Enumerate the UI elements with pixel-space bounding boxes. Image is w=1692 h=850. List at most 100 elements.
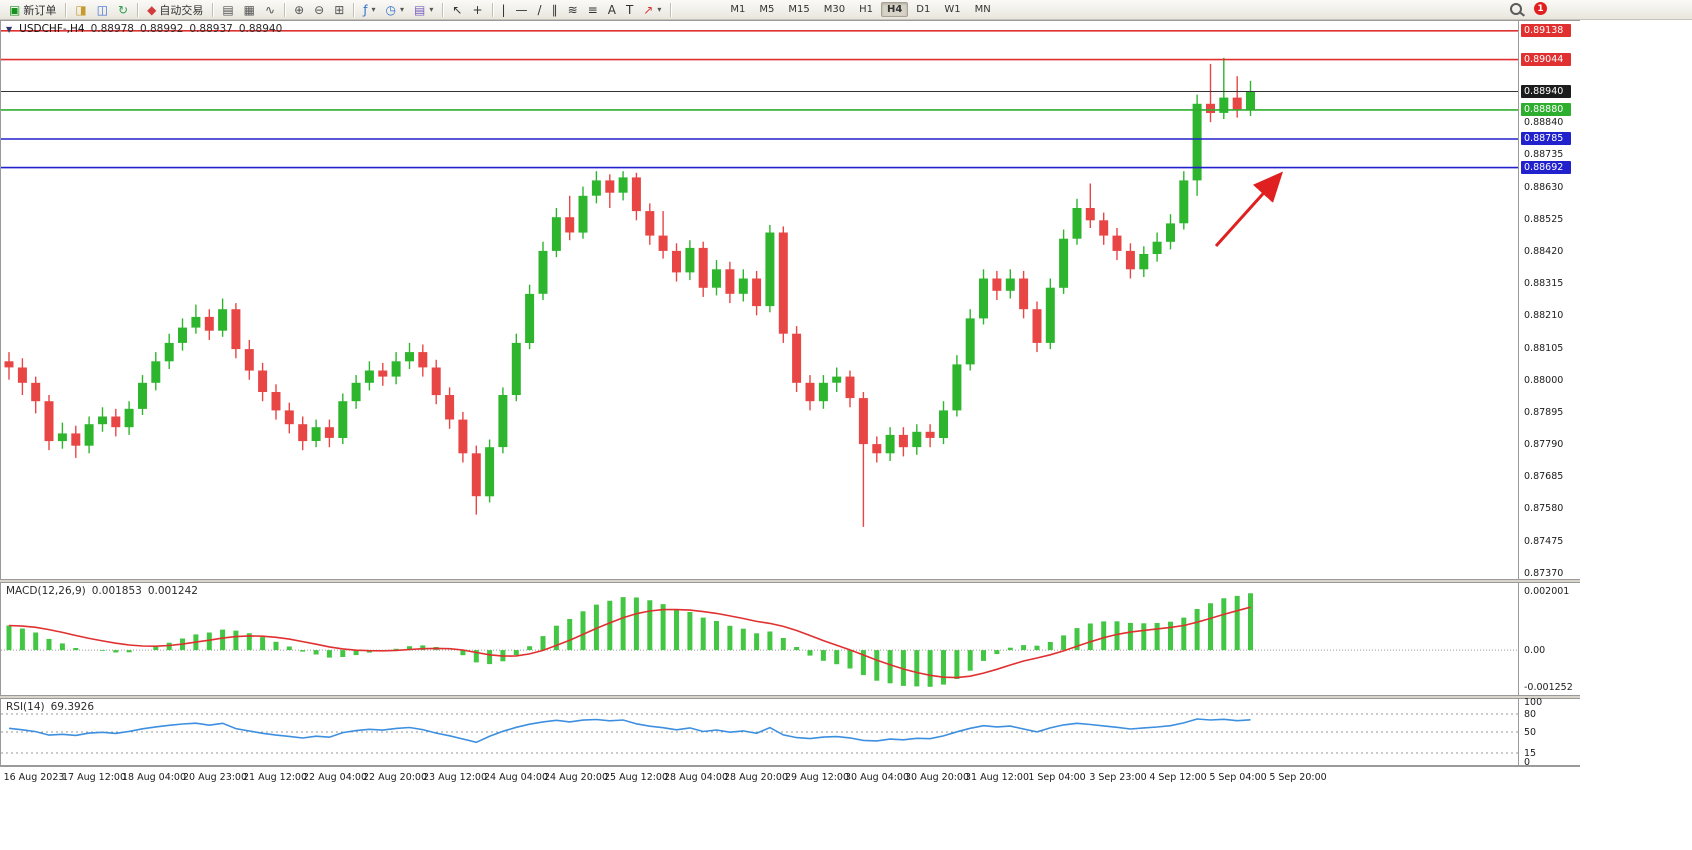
price-axis-label: 0.87580 bbox=[1524, 503, 1564, 514]
line-chart-button[interactable]: ∿ bbox=[261, 0, 279, 19]
chevron-down-icon: ▾ bbox=[400, 5, 405, 14]
time-axis-label: 25 Aug 12:00 bbox=[603, 772, 669, 783]
refresh-icon: ↻ bbox=[118, 2, 129, 17]
time-axis-label: 23 Aug 12:00 bbox=[422, 772, 488, 783]
bar-chart-icon: ▤ bbox=[222, 2, 234, 17]
horizontal-line-icon: — bbox=[515, 2, 528, 17]
timeframe-button-m30[interactable]: M30 bbox=[823, 4, 846, 15]
vertical-line-icon: | bbox=[501, 2, 506, 17]
crosshair-button[interactable]: + bbox=[468, 0, 486, 19]
toolbar-items: ▣ 新订单 ◨ ◫ ↻ ◆ 自动交易 ▤ ▦ ∿ ⊕ ⊖ ⊞ ƒ ▾ ◷ ▾ ▤ ▾ ↖ + | — / ∥ ≋ ≡ A T ↗ ▾ M1 M5… bbox=[4, 0, 998, 19]
macd-main-value: 0.001853 bbox=[91, 585, 142, 597]
tile-windows-button[interactable]: ⊞ bbox=[330, 0, 348, 19]
main-chart-panel: ▼ USDCHF-,H4 0.88978 0.88992 0.88937 0.8… bbox=[0, 20, 1580, 580]
rsi-axis-label: 0 bbox=[1524, 757, 1531, 768]
timeframe-button-h1[interactable]: H1 bbox=[859, 4, 873, 15]
time-axis-label: 24 Aug 20:00 bbox=[543, 772, 609, 783]
panel-splitter-rsi[interactable] bbox=[0, 696, 1580, 698]
indicators-icon: ƒ bbox=[363, 2, 368, 17]
price-level-badge: 0.89138 bbox=[1521, 24, 1571, 37]
new-order-button[interactable]: ▣ 新订单 bbox=[5, 0, 60, 19]
rsi-canvas[interactable] bbox=[1, 699, 1579, 765]
shapes-button[interactable]: ≡ bbox=[584, 0, 602, 19]
panel-splitter-macd[interactable] bbox=[0, 580, 1580, 582]
fibonacci-button[interactable]: ≋ bbox=[564, 0, 582, 19]
toolbar-separator bbox=[137, 2, 139, 17]
toolbar-separator bbox=[212, 2, 214, 17]
zoom-out-button[interactable]: ⊖ bbox=[310, 0, 328, 19]
tile-windows-icon: ⊞ bbox=[334, 2, 345, 17]
text-icon: A bbox=[607, 2, 616, 17]
horizontal-line-button[interactable]: — bbox=[512, 0, 532, 19]
cursor-button[interactable]: ↖ bbox=[448, 0, 466, 19]
indicators-button[interactable]: ƒ ▾ bbox=[359, 0, 379, 19]
macd-axis[interactable]: 0.002001 0.00 -0.001252 bbox=[1518, 583, 1580, 695]
rsi-panel: RSI(14) 69.3926 100 80 50 15 0 bbox=[0, 697, 1580, 768]
zoom-out-icon: ⊖ bbox=[314, 2, 325, 17]
candles-layer bbox=[4, 57, 1255, 527]
fibonacci-icon: ≋ bbox=[567, 2, 578, 17]
timeframe-button-w1[interactable]: W1 bbox=[944, 4, 961, 15]
price-axis[interactable]: 0.88840 0.88735 0.88630 0.88525 0.88420 0.883… bbox=[1518, 21, 1580, 579]
time-axis-label: 16 Aug 2023 bbox=[3, 772, 65, 783]
price-axis-label: 0.87370 bbox=[1524, 568, 1564, 579]
bar-chart-button[interactable]: ▤ bbox=[218, 0, 237, 19]
timeframe-button-m1[interactable]: M1 bbox=[730, 4, 746, 15]
price-axis-label: 0.88525 bbox=[1524, 214, 1564, 225]
channel-button[interactable]: ∥ bbox=[548, 0, 562, 19]
zoom-in-button[interactable]: ⊕ bbox=[290, 0, 308, 19]
data-window-icon: ◫ bbox=[96, 2, 109, 17]
time-axis-label: 18 Aug 04:00 bbox=[121, 772, 187, 783]
macd-axis-label: 0.00 bbox=[1524, 645, 1546, 656]
timeframe-button-h4[interactable]: H4 bbox=[880, 2, 909, 17]
trend-arrow-annotation[interactable] bbox=[1214, 171, 1284, 248]
time-axis-label: 17 Aug 12:00 bbox=[61, 772, 127, 783]
arrow-tools-button[interactable]: ↗ ▾ bbox=[639, 0, 665, 19]
timeframe-button-mn[interactable]: MN bbox=[974, 4, 991, 15]
main-chart-canvas[interactable] bbox=[1, 21, 1579, 579]
autotrading-button[interactable]: ◆ 自动交易 bbox=[143, 0, 207, 19]
macd-signal-line bbox=[8, 606, 1251, 679]
timeframe-toolbar: M1 M5 M15 M30 H1 H4 D1 W1 MN bbox=[723, 2, 997, 17]
rsi-value: 69.3926 bbox=[50, 701, 95, 713]
chart-header: ▼ USDCHF-,H4 0.88978 0.88992 0.88937 0.8… bbox=[6, 23, 282, 35]
line-chart-icon: ∿ bbox=[265, 2, 276, 17]
periods-button[interactable]: ◷ ▾ bbox=[382, 0, 409, 19]
market-watch-button[interactable]: ◨ bbox=[71, 0, 90, 19]
text-button[interactable]: A bbox=[604, 0, 620, 19]
notification-badge[interactable]: 1 bbox=[1534, 2, 1547, 15]
price-axis-label: 0.88000 bbox=[1524, 375, 1564, 386]
time-axis-label: 21 Aug 12:00 bbox=[242, 772, 308, 783]
timeframe-button-m5[interactable]: M5 bbox=[759, 4, 775, 15]
timeframe-button-d1[interactable]: D1 bbox=[916, 4, 931, 15]
market-watch-icon: ◨ bbox=[75, 2, 87, 17]
timeframe-button-m15[interactable]: M15 bbox=[788, 4, 810, 15]
channel-icon: ∥ bbox=[551, 2, 558, 17]
time-axis-label: 28 Aug 20:00 bbox=[723, 772, 789, 783]
refresh-button[interactable]: ↻ bbox=[114, 0, 132, 19]
price-level-badge: 0.88785 bbox=[1521, 132, 1571, 145]
data-window-button[interactable]: ◫ bbox=[93, 0, 112, 19]
text-label-button[interactable]: T bbox=[622, 0, 637, 19]
price-axis-label: 0.87475 bbox=[1524, 536, 1564, 547]
time-axis-label: 24 Aug 04:00 bbox=[483, 772, 549, 783]
toolbar-separator bbox=[491, 2, 493, 17]
collapse-chart-icon[interactable]: ▼ bbox=[6, 24, 13, 34]
macd-canvas[interactable] bbox=[1, 583, 1579, 695]
vertical-line-button[interactable]: | bbox=[498, 0, 510, 19]
time-axis-label: 3 Sep 23:00 bbox=[1089, 772, 1147, 783]
rsi-axis-label: 50 bbox=[1524, 727, 1537, 738]
toolbar-separator bbox=[442, 2, 444, 17]
toolbar-separator bbox=[353, 2, 355, 17]
templates-button[interactable]: ▤ ▾ bbox=[410, 0, 437, 19]
price-axis-label: 0.87685 bbox=[1524, 471, 1564, 482]
price-axis-label: 0.88735 bbox=[1524, 149, 1564, 160]
price-level-badge: 0.88880 bbox=[1521, 103, 1571, 116]
time-axis[interactable]: 16 Aug 2023 17 Aug 12:00 18 Aug 04:00 20 Au… bbox=[0, 766, 1580, 790]
macd-signal-value: 0.001242 bbox=[147, 585, 198, 597]
candlestick-chart-button[interactable]: ▦ bbox=[240, 0, 259, 19]
trendline-button[interactable]: / bbox=[534, 0, 546, 19]
rsi-axis[interactable]: 100 80 50 15 0 bbox=[1518, 697, 1580, 768]
search-icon[interactable] bbox=[1510, 2, 1522, 15]
